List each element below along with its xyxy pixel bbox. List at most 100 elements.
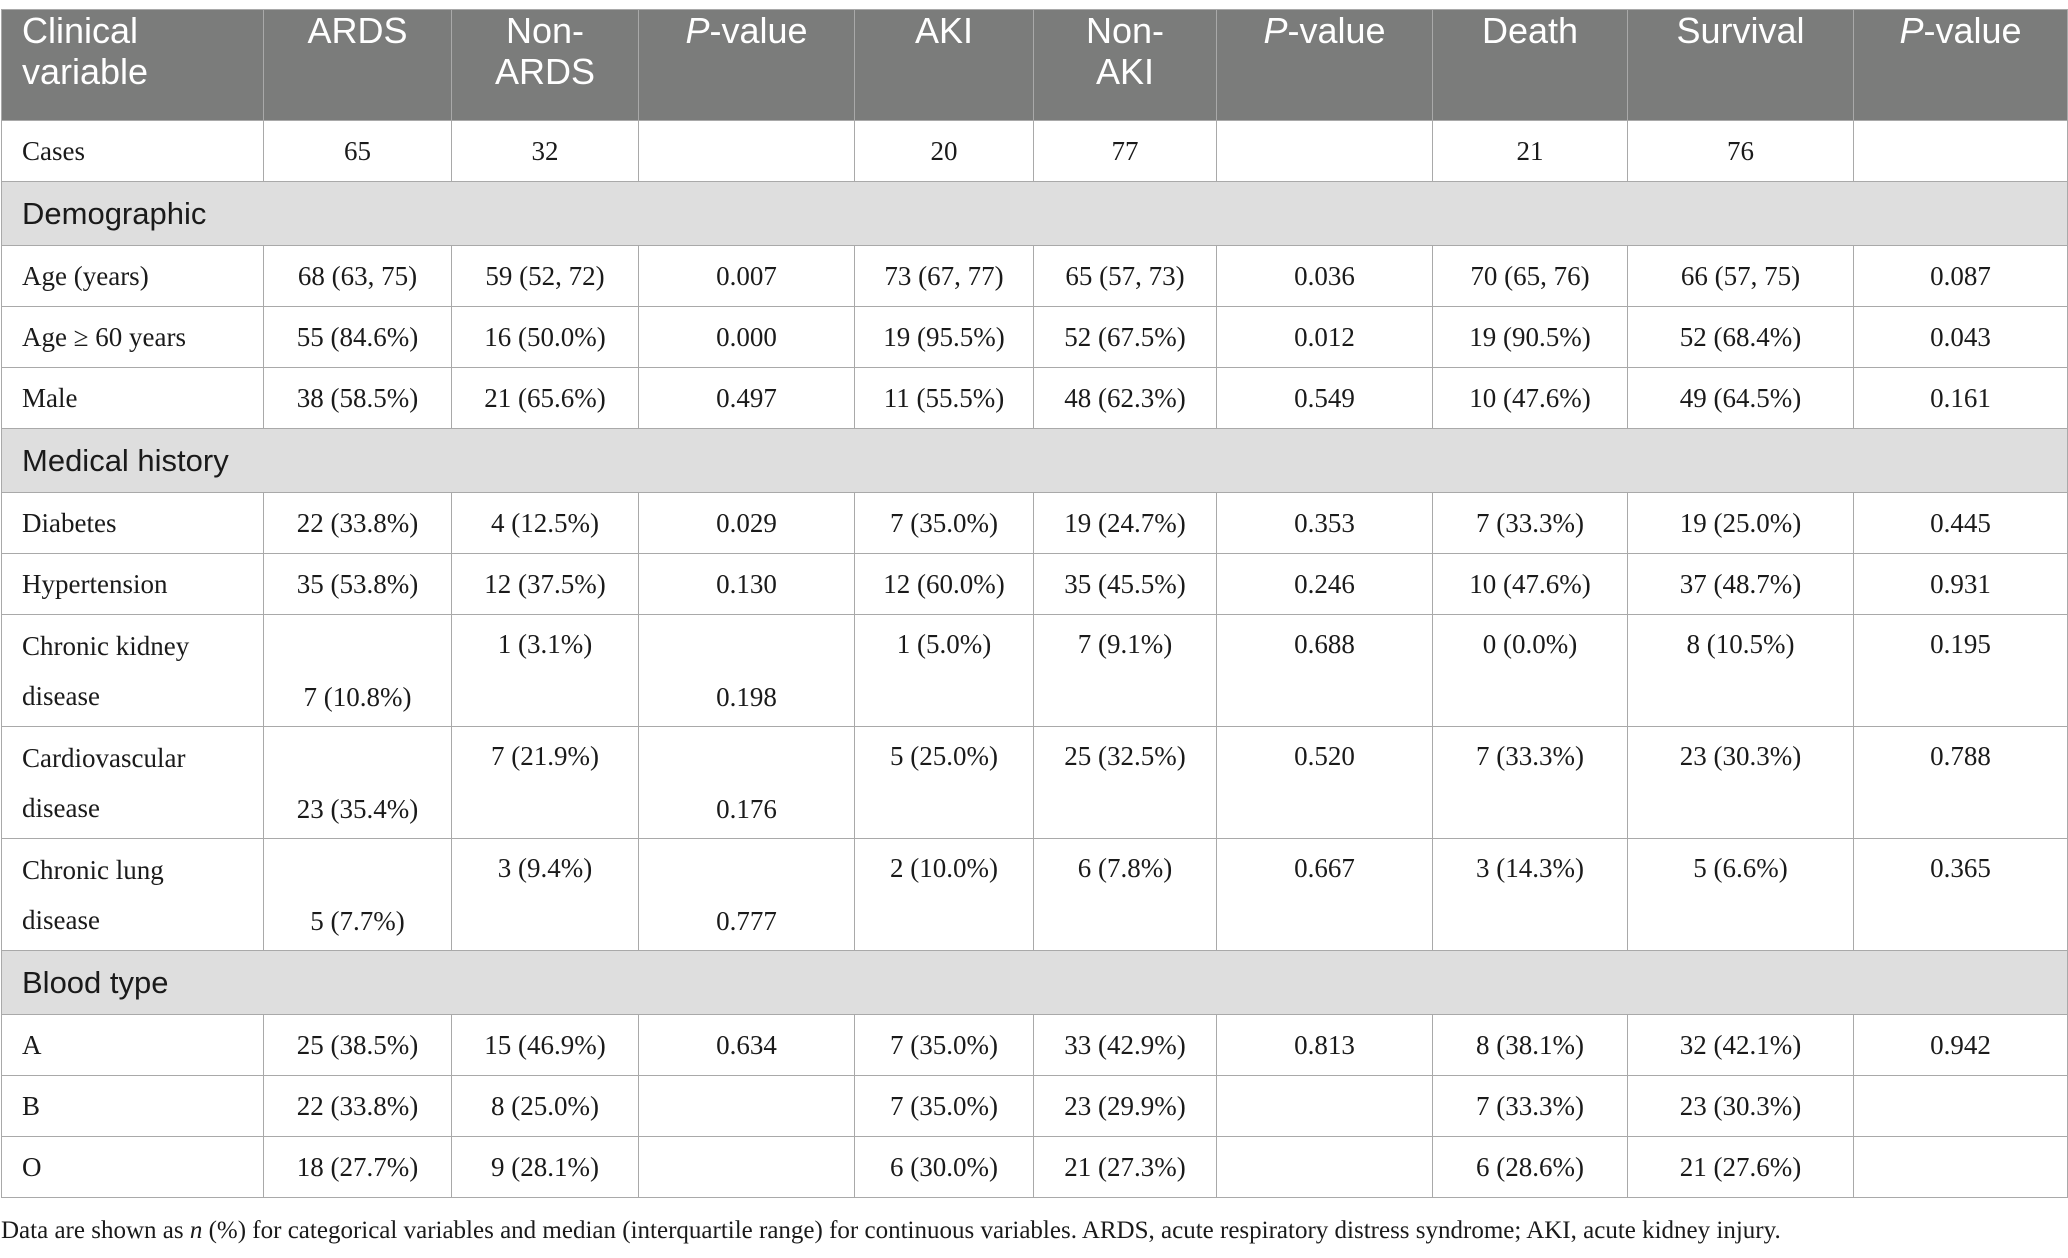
data-cell: 25 (32.5%) [1033,726,1217,839]
data-cell: 3 (14.3%) [1432,838,1628,951]
data-cell: 7 (9.1%) [1033,614,1217,727]
data-cell [1216,1136,1433,1198]
data-cell: 0.161 [1853,367,2068,429]
column-header-text: Clinical variable [22,10,149,92]
footnote-n-symbol: n [189,1217,203,1244]
data-cell: 35 (45.5%) [1033,553,1217,615]
data-cell: 32 (42.1%) [1627,1014,1854,1076]
data-cell: 5 (6.6%) [1627,838,1854,951]
row-label-cell: Cases [1,120,264,182]
data-cell: 23 (35.4%) [263,726,452,839]
column-header-text: ARDS [307,10,408,51]
table-row: Diabetes 22 (33.8%) 4 (12.5%) 0.029 7 (35.0%… [1,492,2068,554]
data-cell: 8 (38.1%) [1432,1014,1628,1076]
data-cell: 3 (9.4%) [451,838,639,951]
data-cell: 2 (10.0%) [854,838,1034,951]
data-cell: 22 (33.8%) [263,492,452,554]
data-cell: 55 (84.6%) [263,306,452,368]
data-cell: 0.176 [638,726,855,839]
data-cell: 16 (50.0%) [451,306,639,368]
table-row: B 22 (33.8%) 8 (25.0%) 7 (35.0%) 23 (29.9%) 7… [1,1075,2068,1137]
data-cell: 0.365 [1853,838,2068,951]
data-cell: 37 (48.7%) [1627,553,1854,615]
data-cell: 21 (27.3%) [1033,1136,1217,1198]
data-cell: 0.036 [1216,245,1433,307]
row-label-cell: Cardiovascular disease [1,726,264,839]
data-cell: 23 (30.3%) [1627,726,1854,839]
data-cell: 25 (38.5%) [263,1014,452,1076]
column-header-3: P-value [638,9,855,121]
data-cell: 68 (63, 75) [263,245,452,307]
data-cell: 23 (30.3%) [1627,1075,1854,1137]
row-label-cell: Chronic lung disease [1,838,264,951]
column-header-text: P [685,10,710,51]
data-cell: 0.942 [1853,1014,2068,1076]
column-header-text: P [1263,10,1288,51]
column-header-5: Non-AKI [1033,9,1217,121]
data-cell [638,1075,855,1137]
row-label-cell: Chronic kidney disease [1,614,264,727]
footnote-text-end: (%) for categorical variables and median… [202,1217,1781,1244]
column-header-1: ARDS [263,9,452,121]
data-cell: 59 (52, 72) [451,245,639,307]
data-cell: 21 (27.6%) [1627,1136,1854,1198]
data-cell: 66 (57, 75) [1627,245,1854,307]
data-cell: 38 (58.5%) [263,367,452,429]
data-cell: 65 (57, 73) [1033,245,1217,307]
data-cell: 4 (12.5%) [451,492,639,554]
data-cell: 0.931 [1853,553,2068,615]
data-cell: 6 (30.0%) [854,1136,1034,1198]
data-cell: 73 (67, 77) [854,245,1034,307]
data-cell: 12 (60.0%) [854,553,1034,615]
data-cell: 7 (35.0%) [854,1075,1034,1137]
data-cell: 35 (53.8%) [263,553,452,615]
data-cell: 0.012 [1216,306,1433,368]
data-cell: 9 (28.1%) [451,1136,639,1198]
data-cell: 0.777 [638,838,855,951]
data-cell: 77 [1033,120,1217,182]
data-cell: 48 (62.3%) [1033,367,1217,429]
column-header-6: P-value [1216,9,1433,121]
data-cell: 70 (65, 76) [1432,245,1628,307]
table-row: O 18 (27.7%) 9 (28.1%) 6 (30.0%) 21 (27.3%) 6… [1,1136,2068,1198]
data-cell: 0.634 [638,1014,855,1076]
data-cell: 76 [1627,120,1854,182]
column-header-0: Clinical variable [1,9,264,121]
table-row: Age ≥ 60 years 55 (84.6%) 16 (50.0%) 0.000 1… [1,306,2068,368]
data-cell: 0.813 [1216,1014,1433,1076]
data-cell: 7 (35.0%) [854,1014,1034,1076]
row-label-cell: Age ≥ 60 years [1,306,264,368]
section-label: Demographic [1,181,2068,246]
data-cell [1853,120,2068,182]
data-cell: 0.667 [1216,838,1433,951]
header-row: Clinical variable ARDS Non-ARDS P-value AKI N… [1,9,2068,121]
data-cell: 12 (37.5%) [451,553,639,615]
data-cell: 0.043 [1853,306,2068,368]
table-row: A 25 (38.5%) 15 (46.9%) 0.634 7 (35.0%) 33 (4… [1,1014,2068,1076]
data-cell: 32 [451,120,639,182]
data-cell: 0.246 [1216,553,1433,615]
data-cell: 7 (33.3%) [1432,726,1628,839]
data-cell: 7 (35.0%) [854,492,1034,554]
data-cell: 7 (10.8%) [263,614,452,727]
table-row: Hypertension 35 (53.8%) 12 (37.5%) 0.130 12 … [1,553,2068,615]
column-header-text: -value [709,10,808,51]
data-cell: 0.029 [638,492,855,554]
row-label-cell: Diabetes [1,492,264,554]
column-header-7: Death [1432,9,1628,121]
column-header-2: Non-ARDS [451,9,639,121]
data-cell: 15 (46.9%) [451,1014,639,1076]
data-cell: 52 (68.4%) [1627,306,1854,368]
data-cell: 0.520 [1216,726,1433,839]
data-cell: 0.195 [1853,614,2068,727]
data-cell: 23 (29.9%) [1033,1075,1217,1137]
data-cell: 8 (10.5%) [1627,614,1854,727]
table-row: Chronic kidney disease 7 (10.8%) 1 (3.1%) 0… [1,614,2068,727]
data-cell: 52 (67.5%) [1033,306,1217,368]
section-row: Demographic [1,181,2068,246]
data-cell: 10 (47.6%) [1432,367,1628,429]
table-footnote: Data are shown as n (%) for categorical … [1,1217,1781,1245]
data-cell: 1 (3.1%) [451,614,639,727]
column-header-9: P-value [1853,9,2068,121]
data-cell: 8 (25.0%) [451,1075,639,1137]
